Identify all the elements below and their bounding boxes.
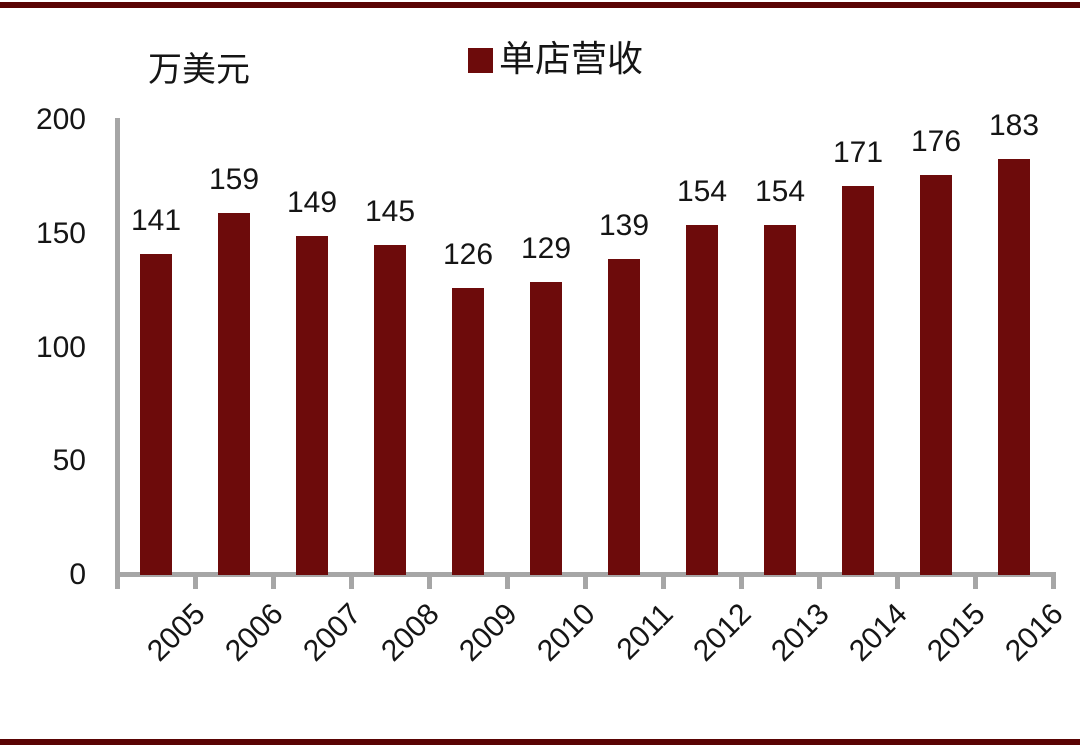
bar: [686, 224, 718, 575]
x-axis-category-label: 2007: [297, 597, 368, 668]
x-axis-category-label: 2013: [765, 597, 836, 668]
bar: [374, 245, 406, 575]
bar-value-label: 139: [598, 208, 650, 242]
bar: [296, 236, 328, 575]
bar-value-label: 145: [364, 195, 416, 229]
plot-area: 141 159 149 145 126 129 139 154 154 171 176 183: [117, 109, 1053, 575]
bar-value-label: 154: [754, 174, 806, 208]
x-axis-category-label: 2014: [843, 597, 914, 668]
bar-value-label: 149: [286, 186, 338, 220]
x-axis-category-label: 2009: [453, 597, 524, 668]
bar: [140, 254, 172, 575]
y-axis-tick-label: 100: [35, 330, 86, 364]
legend: 单店营收: [468, 40, 643, 80]
y-axis-unit-label: 万美元: [148, 50, 250, 90]
bar-value-label: 176: [910, 124, 962, 158]
bar-value-label: 126: [442, 238, 494, 272]
bar: [218, 213, 250, 575]
bar: [764, 224, 796, 575]
y-axis-line: [115, 118, 120, 577]
y-axis-tick-label: 0: [69, 558, 86, 591]
bar: [842, 185, 874, 575]
bar-value-label: 154: [676, 174, 728, 208]
x-axis-category-label: 2010: [531, 597, 602, 668]
legend-label: 单店营收: [499, 39, 644, 80]
bar: [530, 281, 562, 575]
x-axis-category-label: 2005: [141, 597, 212, 668]
x-axis-category-label: 2006: [219, 597, 290, 668]
bottom-border-rule: [0, 739, 1080, 745]
y-axis-tick-label: 200: [35, 103, 86, 136]
top-border-rule: [0, 2, 1080, 8]
bar-value-label: 141: [130, 204, 182, 238]
x-axis-category-label: 2016: [999, 597, 1070, 668]
x-axis-category-label: 2012: [687, 597, 758, 668]
bar: [452, 288, 484, 575]
y-axis-tick-label: 150: [35, 216, 86, 250]
x-axis-category-label: 2011: [610, 597, 680, 667]
bar-value-label: 159: [208, 163, 260, 197]
y-axis-tick-label: 50: [52, 444, 86, 478]
bar: [920, 174, 952, 575]
bar: [608, 258, 640, 575]
bar: [998, 158, 1030, 575]
x-axis-category-label: 2015: [921, 597, 992, 668]
x-axis-category-label: 2008: [375, 597, 446, 668]
legend-swatch-icon: [468, 47, 493, 73]
bar-value-label: 129: [520, 231, 572, 265]
bar-value-label: 171: [832, 135, 884, 169]
bar-value-label: 183: [988, 108, 1040, 142]
